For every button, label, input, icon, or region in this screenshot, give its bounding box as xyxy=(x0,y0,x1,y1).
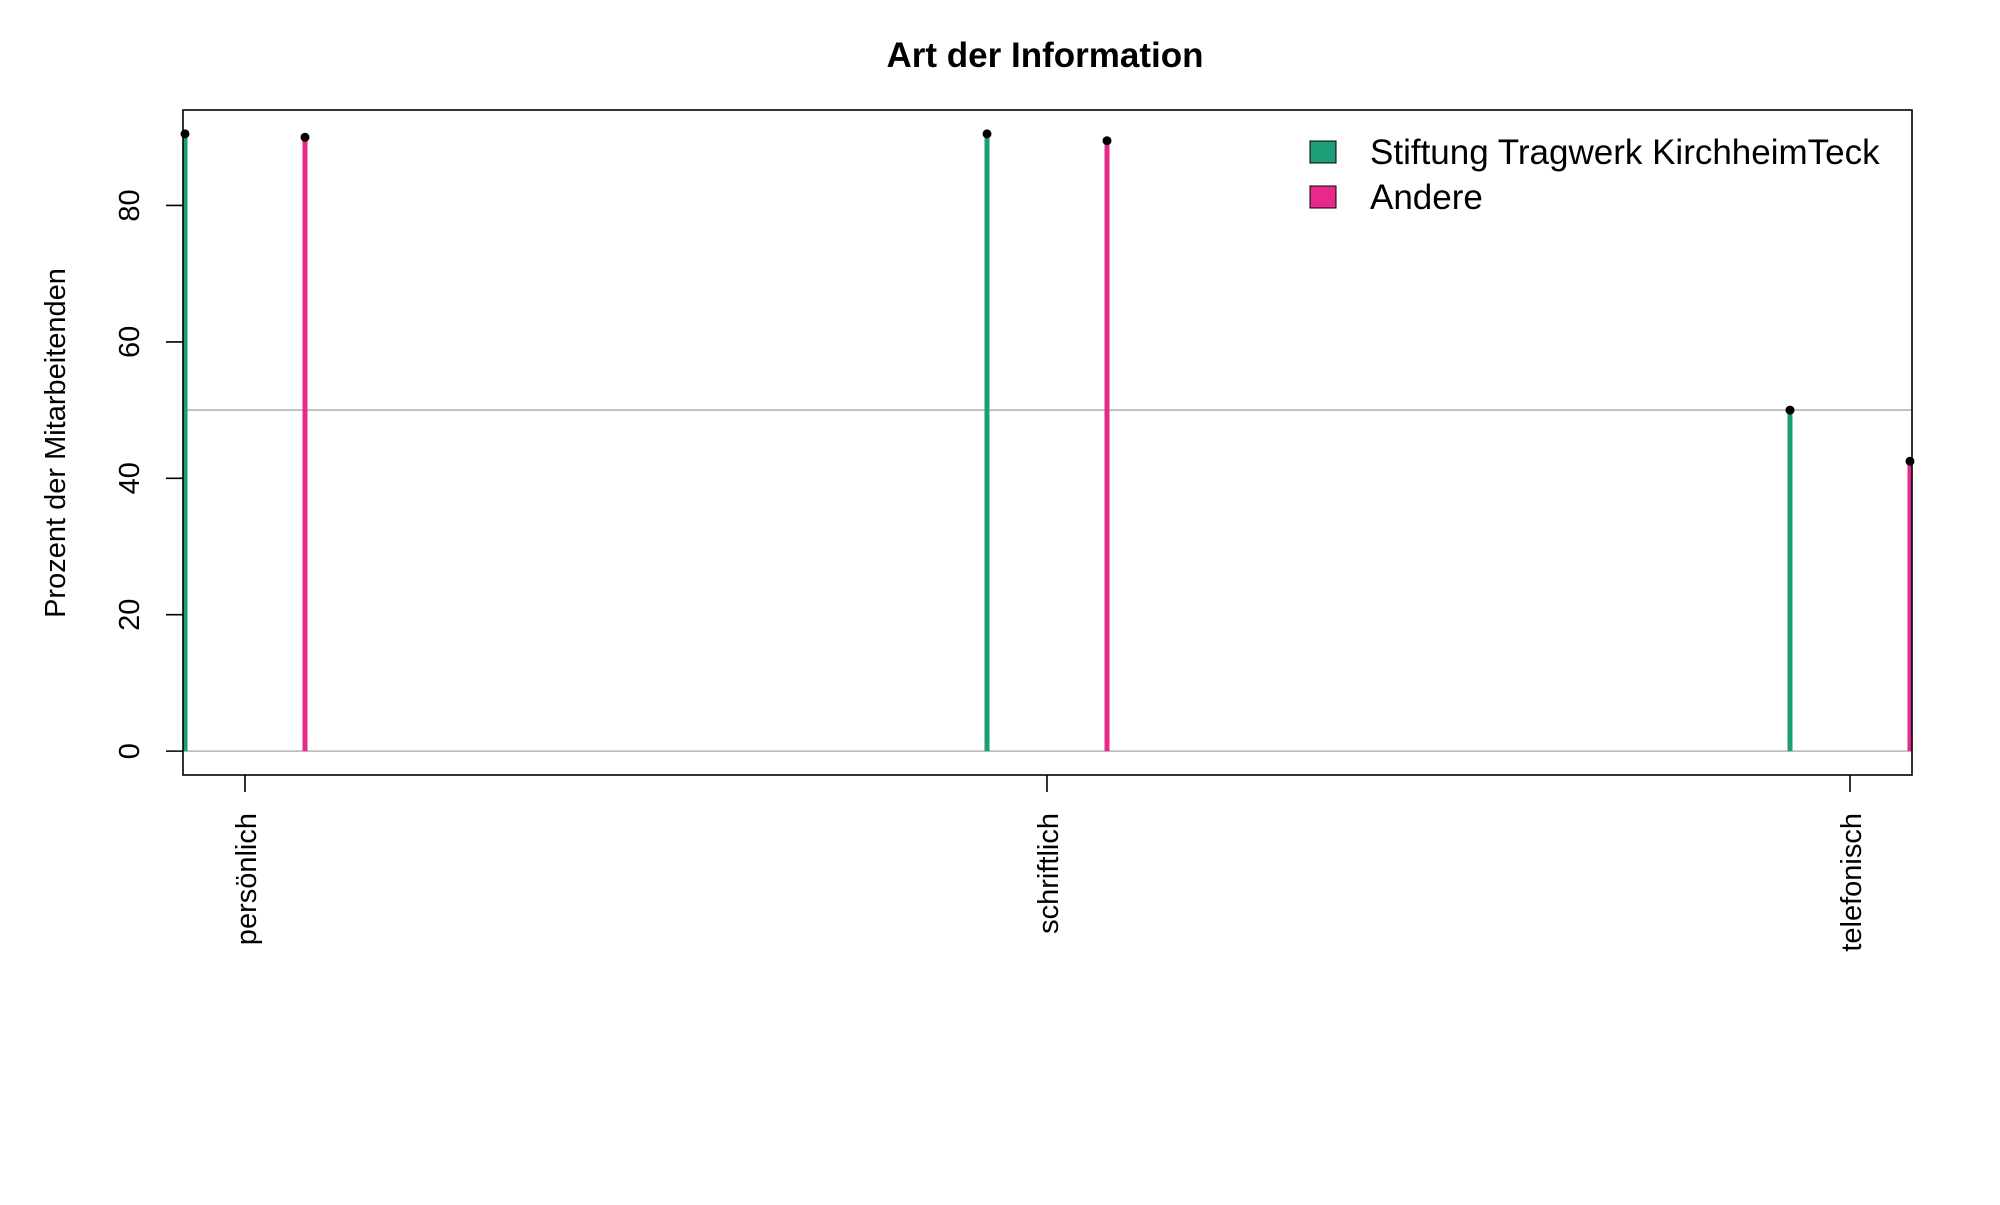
y-axis-label: Prozent der Mitarbeitenden xyxy=(40,268,72,618)
lollipop-dot xyxy=(1102,136,1112,146)
lollipop-dot xyxy=(1905,456,1915,466)
y-tick-label: 20 xyxy=(114,599,146,631)
lollipop-dot xyxy=(982,129,992,139)
y-tick-label: 0 xyxy=(114,743,146,759)
lollipop-dot xyxy=(300,132,310,142)
plot-area: persönlich schriftlich telefonisch 0 20 40 60 8… xyxy=(114,109,1915,952)
legend-label: Andere xyxy=(1370,178,1483,217)
plot-border xyxy=(182,109,1913,776)
y-tick-label: 40 xyxy=(114,462,146,494)
legend-swatch xyxy=(1309,185,1337,209)
y-tick-label: 80 xyxy=(114,189,146,221)
x-tick-label: telefonisch xyxy=(1836,813,1868,952)
chart-title: Art der Information xyxy=(887,36,1204,75)
lollipop-dot xyxy=(1785,405,1795,415)
lollipop-dot xyxy=(180,129,190,139)
legend-swatch xyxy=(1309,140,1337,164)
x-tick-label: schriftlich xyxy=(1033,813,1065,934)
legend-label: Stiftung Tragwerk KirchheimTeck xyxy=(1370,133,1880,172)
y-tick-label: 60 xyxy=(114,326,146,358)
x-tick-label: persönlich xyxy=(231,813,263,945)
